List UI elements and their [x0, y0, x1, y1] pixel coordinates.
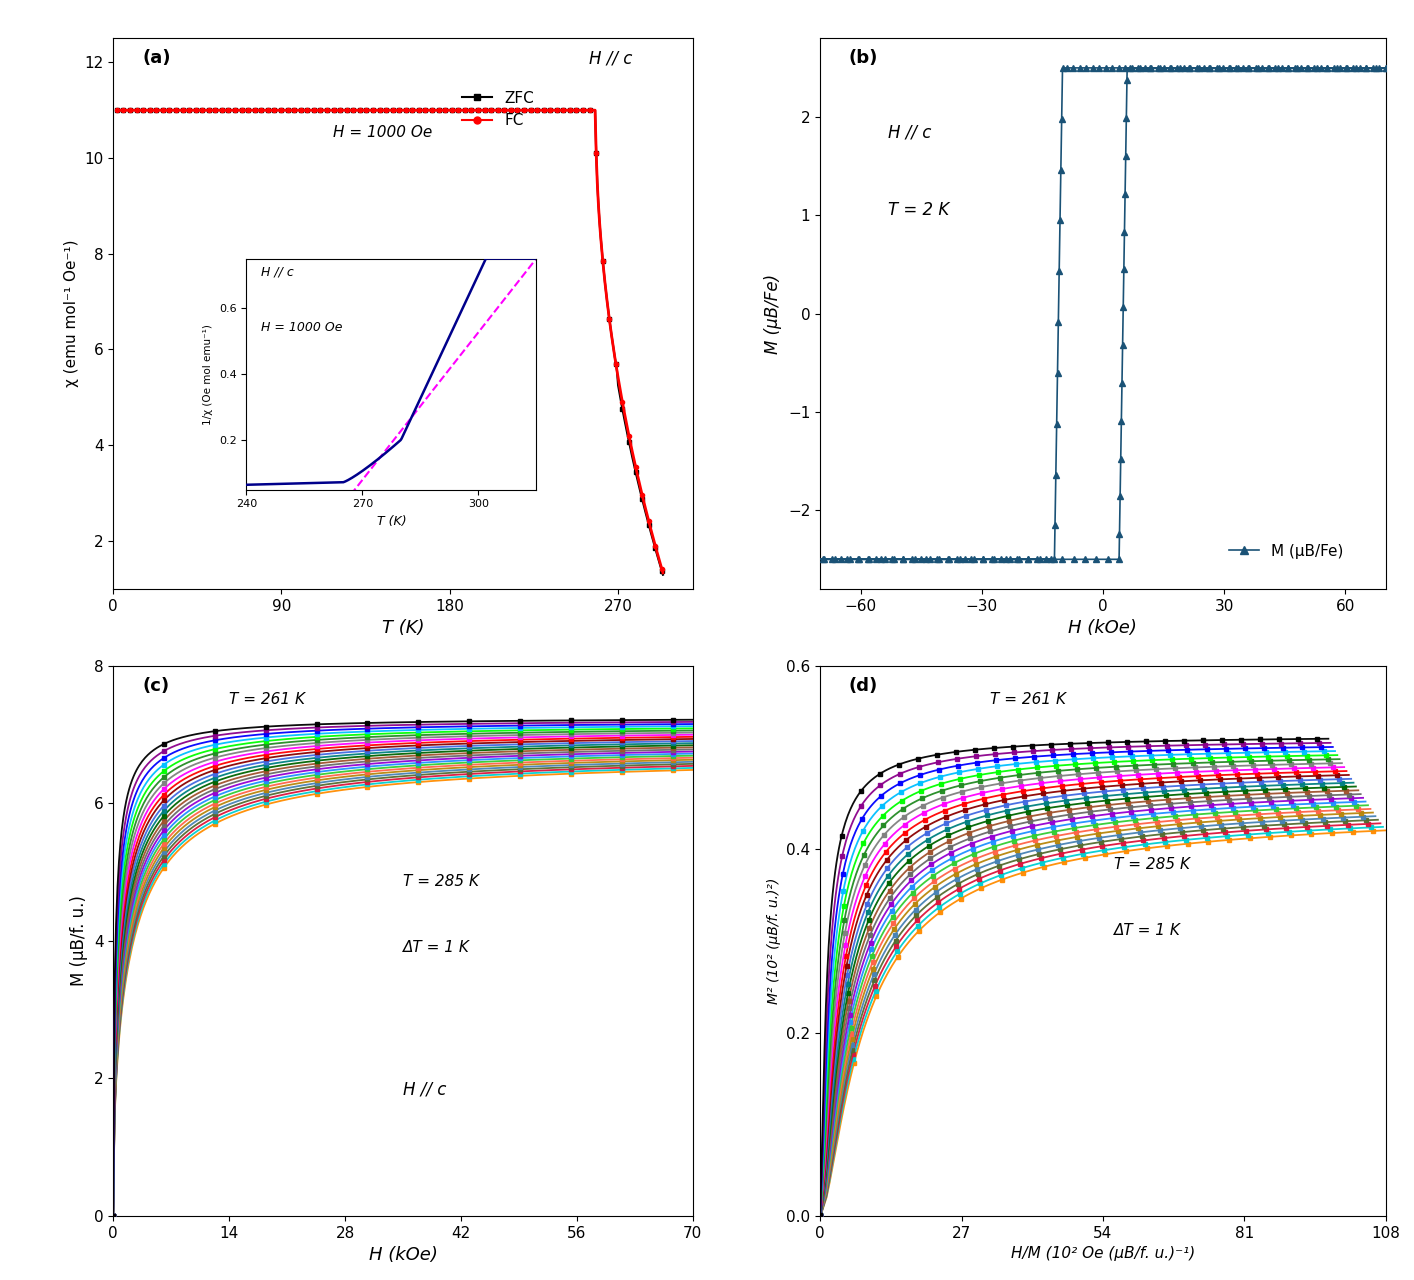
X-axis label: H (kOe): H (kOe): [1069, 620, 1137, 637]
Text: ΔT = 1 K: ΔT = 1 K: [403, 940, 469, 955]
Text: T = 261 K: T = 261 K: [990, 692, 1066, 707]
Text: ΔT = 1 K: ΔT = 1 K: [1114, 923, 1181, 938]
Legend: ZFC, FC: ZFC, FC: [455, 84, 540, 134]
Y-axis label: M² (10² (μB/f. u.)²): M² (10² (μB/f. u.)²): [766, 878, 781, 1004]
X-axis label: T (K): T (K): [382, 620, 424, 637]
Text: H // c: H // c: [403, 1080, 447, 1100]
Text: (c): (c): [141, 677, 170, 695]
Text: H // c: H // c: [588, 50, 632, 68]
Text: T = 285 K: T = 285 K: [403, 874, 479, 888]
X-axis label: H (kOe): H (kOe): [369, 1247, 437, 1265]
Y-axis label: χ (emu mol⁻¹ Oe⁻¹): χ (emu mol⁻¹ Oe⁻¹): [64, 239, 79, 388]
Text: H // c: H // c: [888, 123, 932, 142]
Y-axis label: M (μB/f. u.): M (μB/f. u.): [71, 896, 88, 986]
Text: T = 285 K: T = 285 K: [1114, 858, 1191, 872]
Text: (a): (a): [141, 50, 171, 68]
Legend: M (μB/Fe): M (μB/Fe): [1223, 538, 1350, 564]
Text: T = 261 K: T = 261 K: [229, 692, 305, 707]
Text: T = 2 K: T = 2 K: [888, 201, 949, 219]
Text: H = 1000 Oe: H = 1000 Oe: [334, 125, 433, 141]
Text: (b): (b): [848, 50, 878, 68]
Y-axis label: M (μB/Fe): M (μB/Fe): [765, 274, 782, 353]
X-axis label: H/M (10² Oe (μB/f. u.)⁻¹): H/M (10² Oe (μB/f. u.)⁻¹): [1011, 1247, 1195, 1261]
Text: (d): (d): [848, 677, 878, 695]
